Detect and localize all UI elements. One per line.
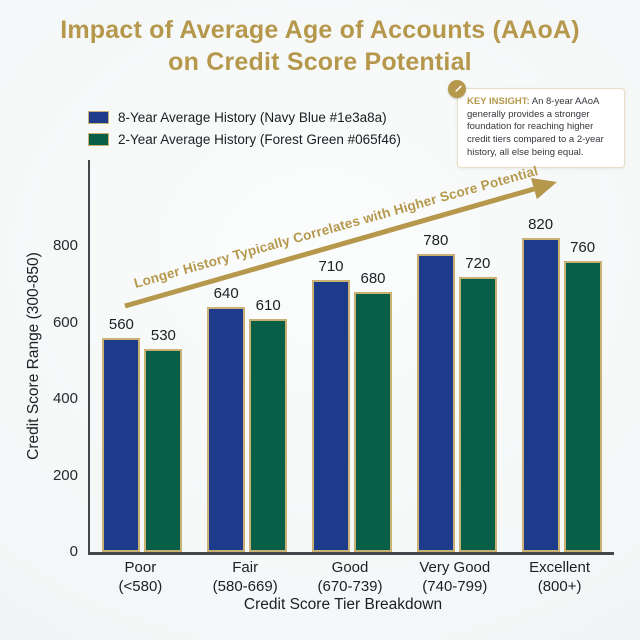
chart-title-line1: Impact of Average Age of Accounts (AAoA) <box>60 16 580 44</box>
bar-series0-cat1 <box>207 307 246 552</box>
x-tick-label: Good (670-739) <box>317 559 383 595</box>
y-tick-label: 400 <box>52 390 78 408</box>
bar-value-label: 530 <box>150 327 176 345</box>
pen-badge-icon <box>448 80 466 98</box>
chart-title-line2: on Credit Score Potential <box>168 47 472 76</box>
bar-value-label: 780 <box>423 231 449 249</box>
key-insight-label: KEY INSIGHT: <box>467 96 530 107</box>
y-tick-label: 0 <box>69 543 78 560</box>
y-tick-label: 600 <box>52 313 78 331</box>
bar-value-label: 710 <box>318 258 344 276</box>
y-axis-title: Credit Score Range (300-850) <box>25 252 42 460</box>
y-tick-label: 200 <box>52 466 78 484</box>
x-tick-label: Poor (<580) <box>118 559 163 595</box>
bar-series1-cat0 <box>144 349 183 552</box>
bar-value-label: 680 <box>360 269 386 287</box>
bar-series0-cat2 <box>312 280 350 552</box>
bar-series0-cat3 <box>416 253 455 552</box>
key-insight-card: KEY INSIGHT: An 8-year AAoA generally pr… <box>457 88 625 169</box>
pen-glyph <box>454 84 462 92</box>
bar-value-label: 610 <box>255 296 281 314</box>
x-tick-label: Fair (580-669) <box>212 559 278 595</box>
legend-item-0: 8-Year Average History (Navy Blue #1e3a8… <box>88 110 401 125</box>
bar-series1-cat3 <box>458 276 497 552</box>
bar-value-label: 640 <box>213 285 239 303</box>
legend-swatch <box>88 111 109 124</box>
plot-area: 560 530 640 610 710 680 780 720 820 760 <box>88 160 614 555</box>
legend-item-label: 8-Year Average History (Navy Blue #1e3a8… <box>118 110 387 125</box>
bar-series0-cat0 <box>102 337 141 552</box>
x-axis-title: Credit Score Tier Breakdown <box>243 596 443 613</box>
y-tick-label: 800 <box>52 237 78 255</box>
bar-value-label: 560 <box>108 315 134 333</box>
x-tick-label: Excellent (800+) <box>529 559 591 595</box>
bar-series1-cat4 <box>563 261 602 552</box>
legend-item-label: 2-Year Average History (Forest Green #06… <box>118 132 401 147</box>
x-tick-label: Very Good (740-799) <box>419 559 491 595</box>
chart-title: Impact of Average Age of Accounts (AAoA)… <box>0 15 640 78</box>
legend-swatch <box>88 133 109 146</box>
bar-value-label: 760 <box>570 239 596 257</box>
key-insight-text: An 8-year AAoA generally provides a stro… <box>467 96 604 158</box>
bar-value-label: 820 <box>528 216 554 234</box>
legend-item-1: 2-Year Average History (Forest Green #06… <box>88 132 401 147</box>
bar-series1-cat1 <box>249 318 288 552</box>
bar-series1-cat2 <box>354 291 392 552</box>
bar-value-label: 720 <box>465 254 491 272</box>
legend: 8-Year Average History (Navy Blue #1e3a8… <box>88 110 401 154</box>
bar-series0-cat4 <box>521 238 560 552</box>
